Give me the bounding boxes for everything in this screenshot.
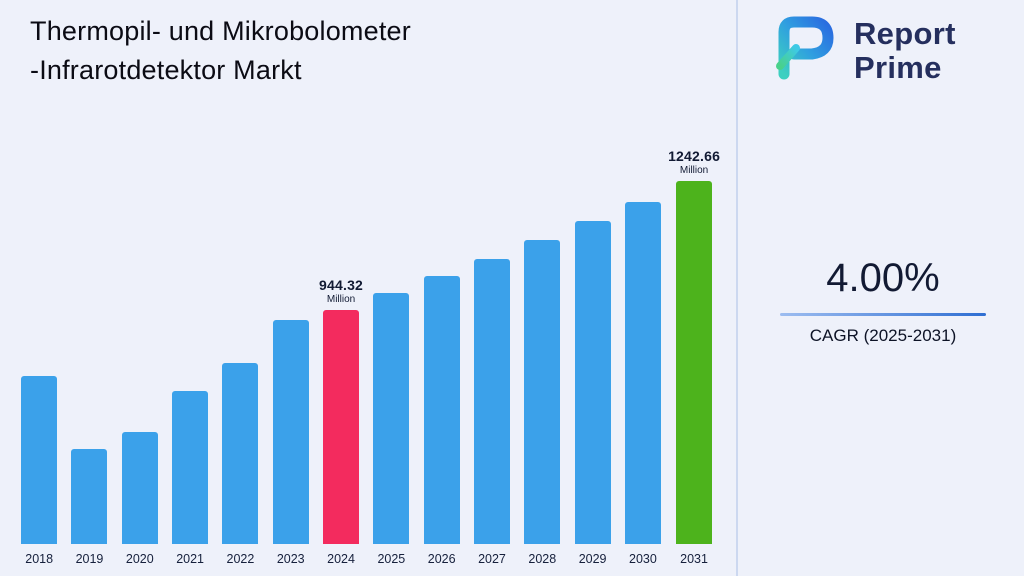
bar-2029: [574, 221, 611, 544]
year-label-2021: 2021: [176, 552, 204, 566]
bar-2024: [323, 310, 360, 544]
year-label-2031: 2031: [680, 552, 708, 566]
value-number-2031: 1242.66: [668, 148, 721, 164]
bar-2020: [121, 432, 158, 544]
year-label-2018: 2018: [25, 552, 54, 566]
year-label-2027: 2027: [478, 552, 506, 566]
year-label-2025: 2025: [377, 552, 406, 566]
bar-column-2020: 2020: [115, 432, 165, 568]
bar-2026: [423, 276, 460, 544]
year-label-2029: 2029: [578, 552, 607, 566]
bar-column-2028: 2028: [517, 240, 567, 568]
bar-chart: 2018 2019 2020 2021 2022 2023 944.32 Million 202…: [14, 136, 720, 568]
page-title: Thermopil- und Mikrobolometer -Infrarotd…: [30, 12, 411, 90]
bar-column-2029: 2029: [567, 221, 617, 568]
year-label-2023: 2023: [276, 552, 305, 566]
bar-2022: [222, 363, 259, 544]
bar-column-2030: 2030: [618, 202, 668, 568]
bar-2028: [524, 240, 561, 544]
bar-2021: [172, 391, 209, 544]
bar-2018: [21, 376, 58, 544]
bar-column-2018: 2018: [14, 376, 64, 568]
bar-2023: [272, 320, 309, 544]
bar-2027: [473, 259, 510, 544]
bar-2019: [71, 449, 108, 544]
bar-column-2021: 2021: [165, 391, 215, 568]
year-label-2019: 2019: [75, 552, 104, 566]
year-label-2028: 2028: [528, 552, 557, 566]
cagr-label: CAGR (2025-2031): [809, 326, 957, 345]
value-number-2024: 944.32: [319, 277, 364, 293]
report-prime-logo-icon: [766, 10, 842, 91]
year-label-2026: 2026: [427, 552, 456, 566]
logo-word-report: Report: [854, 16, 956, 52]
cagr-underline: [780, 313, 986, 316]
cagr-panel: 4.00% CAGR (2025-2031): [756, 256, 1010, 346]
logo-word-prime: Prime: [854, 49, 942, 85]
cagr-value: 4.00%: [826, 256, 940, 300]
bar-column-2031: 1242.66 Million 2031: [668, 148, 720, 568]
page-title-line2: -Infrarotdetektor Markt: [30, 55, 302, 85]
value-label-2024: 944.32 Million: [319, 277, 363, 305]
year-label-2030: 2030: [629, 552, 657, 566]
bar-column-2022: 2022: [215, 363, 265, 568]
year-label-2022: 2022: [226, 552, 255, 566]
year-label-2024: 2024: [327, 552, 355, 566]
year-label-2020: 2020: [125, 552, 154, 566]
value-unit-2024: Million: [326, 294, 356, 305]
bar-2031: [676, 181, 713, 544]
vertical-divider: [736, 0, 738, 576]
bar-column-2023: 2023: [266, 320, 316, 568]
page-title-line1: Thermopil- und Mikrobolometer: [30, 16, 411, 46]
bar-column-2025: 2025: [366, 293, 416, 568]
bar-column-2027: 2027: [467, 259, 517, 568]
bar-2030: [624, 202, 661, 544]
bar-2025: [373, 293, 410, 544]
bar-column-2019: 2019: [64, 449, 114, 568]
logo: Report Prime: [766, 10, 956, 91]
value-unit-2031: Million: [679, 165, 709, 176]
value-label-2031: 1242.66 Million: [668, 148, 720, 176]
logo-text: Report Prime: [854, 17, 956, 84]
bar-column-2024: 944.32 Million 2024: [316, 277, 366, 568]
bar-column-2026: 2026: [417, 276, 467, 568]
